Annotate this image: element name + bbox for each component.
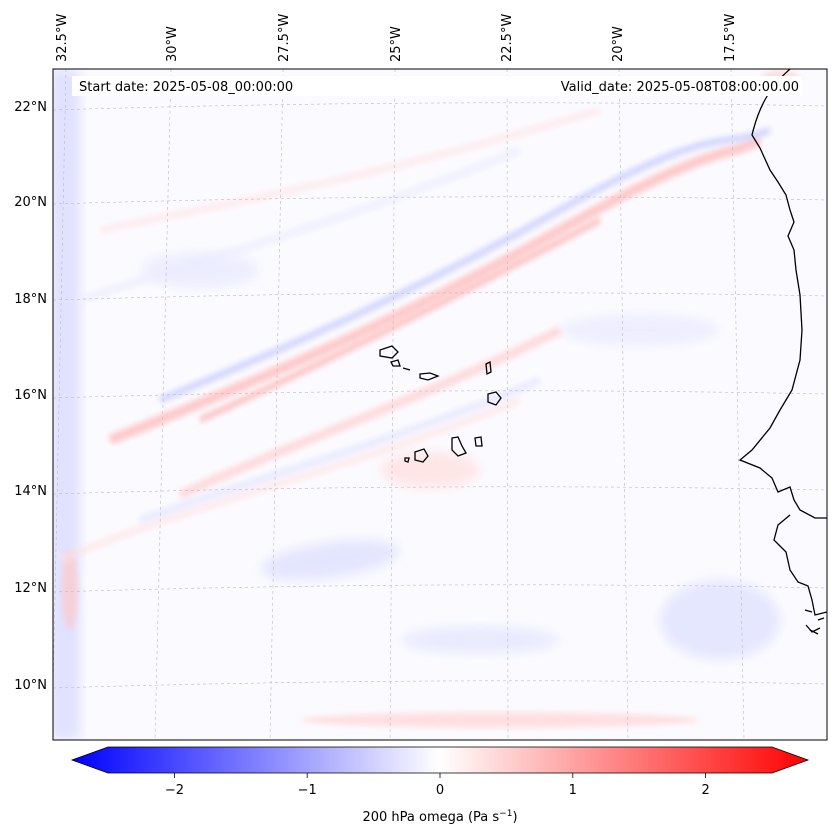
bissagos-islands: [804, 609, 825, 635]
colorbar: −2 −1 0 1 2 200 hPa omega (Pa s−1): [70, 746, 810, 825]
colorbar-tick-label: 1: [569, 783, 577, 798]
start-date-label: Start date: 2025-05-08_00:00:00: [79, 80, 293, 95]
colorbar-tick-label: 2: [701, 783, 709, 798]
gridlines: [53, 69, 827, 740]
lon-label: 25°W: [389, 26, 404, 62]
map-panel: Start date: 2025-05-08_00:00:00 Valid_da…: [52, 68, 828, 741]
lon-label: 20°W: [611, 26, 626, 62]
lat-label: 12°N: [14, 581, 47, 596]
lon-label: 32.5°W: [55, 14, 70, 62]
colorbar-tick-label: 0: [436, 783, 444, 798]
lat-label: 18°N: [14, 292, 47, 307]
lat-label: 22°N: [14, 100, 47, 115]
omega-field: [53, 69, 800, 740]
island-brava: [404, 457, 410, 463]
lat-label: 10°N: [14, 678, 47, 693]
colorbar-tick-label: −2: [165, 783, 184, 798]
island-santiago: [451, 436, 467, 457]
colorbar-label: 200 hPa omega (Pa s−1): [362, 809, 517, 825]
longitude-labels: 32.5°W 30°W 27.5°W 25°W 22.5°W 20°W 17.5…: [55, 14, 738, 62]
lat-label: 16°N: [14, 388, 47, 403]
island-sao-nicolau: [402, 367, 440, 381]
africa-coastline: [738, 69, 827, 633]
colorbar-tick-label: −1: [298, 783, 317, 798]
island-sal: [485, 360, 492, 376]
lon-label: 30°W: [165, 26, 180, 62]
island-boa-vista: [487, 391, 502, 406]
lon-label: 22.5°W: [500, 14, 515, 62]
island-maio: [474, 436, 483, 447]
coastline: [379, 69, 827, 635]
island-sao-vicente: [390, 359, 401, 367]
header-strip: [72, 76, 802, 96]
latitude-labels: 22°N 20°N 18°N 16°N 14°N 12°N 10°N: [14, 100, 47, 693]
island-fogo: [414, 448, 429, 463]
island-santo-antao: [379, 345, 399, 359]
lon-label: 17.5°W: [723, 14, 738, 62]
map-frame: [52, 68, 828, 741]
colorbar-ticks: −2 −1 0 1 2: [165, 773, 710, 798]
valid-date-label: Valid_date: 2025-05-08T08:00:00.00: [561, 80, 799, 95]
lat-label: 14°N: [14, 484, 47, 499]
lon-label: 27.5°W: [277, 14, 292, 62]
colorbar-bar: [70, 746, 810, 774]
lat-label: 20°N: [14, 195, 47, 210]
